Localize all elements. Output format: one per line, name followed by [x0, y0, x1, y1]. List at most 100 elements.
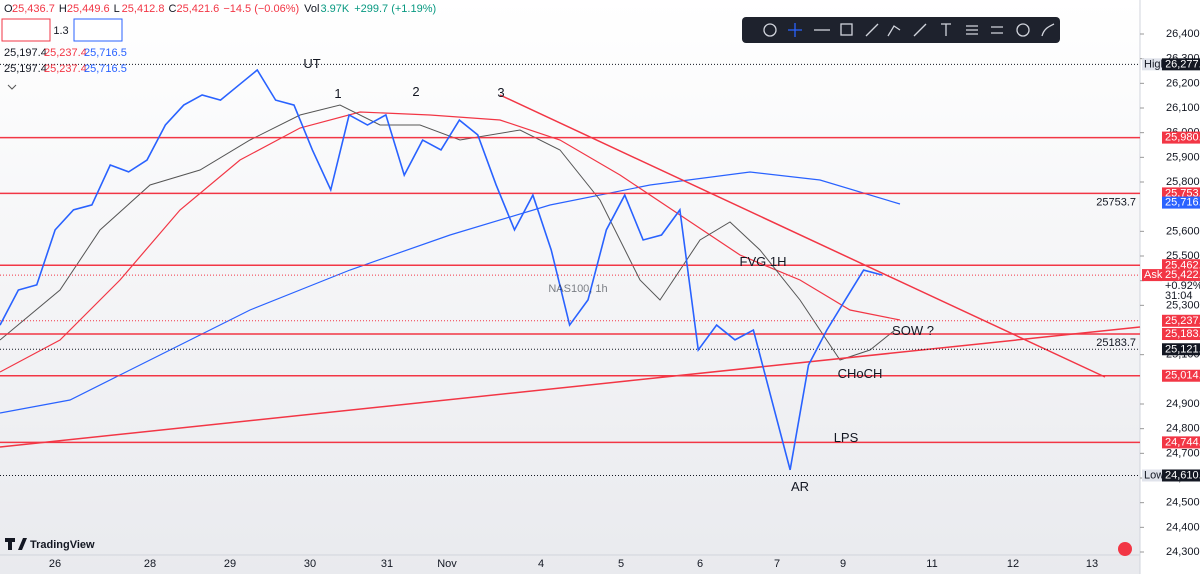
price-tag-label: 25,462.5: [1165, 259, 1200, 271]
price-tag: [1162, 187, 1200, 200]
buy-button[interactable]: [73, 18, 123, 42]
time-label: 26: [49, 558, 61, 570]
time-label: 30: [304, 558, 316, 570]
spread: 1.3: [53, 25, 68, 37]
ma-blue: [0, 171, 901, 414]
price-tag-label: 25,121.9: [1165, 343, 1200, 355]
level-label: 25183.7: [1096, 337, 1136, 349]
price-tag-label: 25,237.4: [1165, 315, 1200, 327]
ohlc-value: 25,449.6: [67, 3, 110, 15]
tool-cross[interactable]: [788, 23, 802, 37]
annotation: CHoCH: [838, 366, 883, 381]
price-tag: [1162, 436, 1200, 449]
price-tick-label: 24,900.0: [1166, 398, 1200, 410]
tool-path[interactable]: [887, 25, 901, 37]
price-tick-label: 26,200.0: [1166, 77, 1200, 89]
annotation: SOW ?: [892, 323, 934, 338]
annotation: AR: [791, 479, 809, 494]
time-label: 12: [1007, 558, 1019, 570]
price-tick-label: 24,700.0: [1166, 447, 1200, 459]
tool-icon[interactable]: [1016, 23, 1030, 37]
time-label: Nov: [437, 558, 457, 570]
price-tag-key-label: High: [1144, 58, 1167, 70]
tool-ray[interactable]: [913, 23, 927, 37]
change: −14.5 (−0.06%): [223, 3, 299, 15]
price-tick-label: 25,500.0: [1166, 250, 1200, 262]
ask-extra-bg: [1162, 291, 1200, 302]
level-label: 25753.7: [1096, 196, 1136, 208]
ohlc-value: 25,436.7: [12, 3, 55, 15]
tool-text[interactable]: [941, 23, 951, 36]
time-label: 13: [1086, 558, 1098, 570]
price-tag-label: 25,980.0: [1165, 132, 1200, 144]
indicator-value: 25,237.4: [44, 63, 87, 75]
tool-brush[interactable]: [1041, 23, 1055, 37]
price-tag: [1162, 131, 1200, 144]
ma-red: [0, 111, 901, 373]
logo-mark: [5, 538, 27, 550]
ma-black: [0, 104, 896, 361]
ohlc-key: H: [59, 3, 67, 15]
tool-trend[interactable]: [865, 23, 879, 37]
price-tag-key: [1142, 269, 1162, 282]
price-tag-key: [1142, 469, 1162, 482]
annotation: 3: [497, 85, 504, 100]
price-tick-label: 25,300.0: [1166, 299, 1200, 311]
tool-fib[interactable]: [966, 25, 978, 35]
price-tag: [1162, 314, 1200, 327]
price-tag-label: 25,183.7: [1165, 328, 1200, 340]
indicator-value: 25,197.4: [4, 63, 47, 75]
trendline: [499, 94, 1106, 378]
time-label: 29: [224, 558, 236, 570]
time-label: 5: [618, 558, 624, 570]
indicator-value: 25,237.4: [44, 47, 87, 59]
tool-measure[interactable]: [991, 26, 1003, 34]
sell-button[interactable]: [1, 18, 51, 42]
ohlc-value: 25,412.8: [122, 3, 165, 15]
price-tick-label: 24,300.0: [1166, 546, 1200, 558]
price-tag-key-label: Ask: [1144, 269, 1163, 281]
watermark: NAS100, 1h: [548, 283, 607, 295]
time-label: 4: [538, 558, 544, 570]
annotation: FVG 1H: [740, 254, 787, 269]
price-tag: [1162, 259, 1200, 272]
price-tag: [1162, 369, 1200, 382]
price-tag-label: 24,610.2: [1165, 469, 1200, 481]
price-tick-label: 25,600.0: [1166, 225, 1200, 237]
tool-rect[interactable]: [840, 23, 853, 36]
price-tick-label: 26,100.0: [1166, 102, 1200, 114]
price-tag-label: 24,744.4: [1165, 436, 1200, 448]
collapse-icon[interactable]: [7, 84, 17, 90]
price-tag-label: 25,014.6: [1165, 370, 1200, 382]
annotation: 1: [334, 86, 341, 101]
annotation: 2: [412, 84, 419, 99]
price-tag: [1162, 58, 1200, 71]
price-tag: [1162, 196, 1200, 209]
ohlc-key: L: [114, 3, 120, 15]
vol: 3.97K: [320, 3, 349, 15]
trendline: [0, 326, 1141, 448]
indicator-value: 25,716.5: [84, 47, 127, 59]
time-label: 31: [381, 558, 393, 570]
price-tick-label: 24,800.0: [1166, 423, 1200, 435]
vol-label: Vol: [304, 3, 319, 15]
price-tick-label: 25,800.0: [1166, 176, 1200, 188]
logo: TradingView: [30, 539, 95, 551]
annotation: UT: [303, 56, 320, 71]
ohlc-key: O: [4, 3, 13, 15]
price-tag: [1162, 343, 1200, 356]
annotation: LPS: [834, 430, 859, 445]
price-tag-label: 26,277.0: [1165, 58, 1200, 70]
ask-extra: +0.92%: [1165, 280, 1200, 292]
price-tag: [1162, 469, 1200, 482]
indicator-value: 25,716.5: [84, 63, 127, 75]
ask-extra-bg: [1162, 281, 1200, 292]
flag-icon[interactable]: [1118, 542, 1132, 556]
tool-replay[interactable]: [763, 23, 777, 37]
time-label: 11: [926, 558, 937, 570]
price-tag: [1162, 269, 1200, 282]
price-tick-label: 24,400.0: [1166, 521, 1200, 533]
ohlc-value: 25,421.6: [176, 3, 219, 15]
price-line: [0, 68, 883, 471]
